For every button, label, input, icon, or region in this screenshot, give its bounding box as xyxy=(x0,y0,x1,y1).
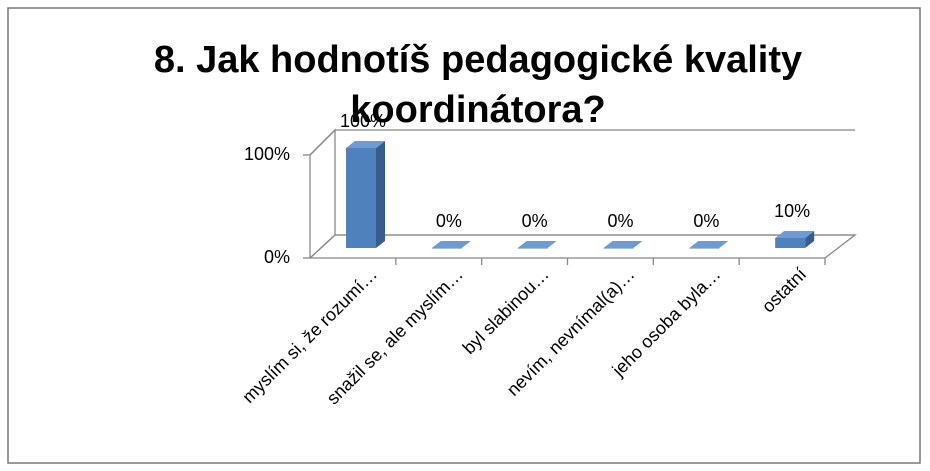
value-label: 0% xyxy=(607,211,633,231)
value-label: 0% xyxy=(693,211,719,231)
value-label: 0% xyxy=(522,211,548,231)
grid-line xyxy=(309,234,855,259)
bar-side xyxy=(805,231,815,248)
bar-top xyxy=(603,241,643,248)
bar-top xyxy=(431,241,471,248)
bar xyxy=(517,248,548,249)
value-label: 0% xyxy=(436,211,462,231)
y-tick-label: 100% xyxy=(244,144,290,164)
y-tick-label: 0% xyxy=(264,247,290,267)
bar-top xyxy=(517,241,557,248)
grid-line xyxy=(309,129,855,156)
bar-top xyxy=(689,241,729,248)
bar xyxy=(775,238,806,248)
bar xyxy=(603,248,634,249)
bar-top xyxy=(346,141,385,148)
value-label: 10% xyxy=(774,201,810,221)
bar xyxy=(431,248,462,249)
bar xyxy=(346,148,376,248)
value-label: 100% xyxy=(340,111,386,131)
chart-title: 8. Jak hodnotíš pedagogické kvality koord… xyxy=(154,39,802,131)
bar xyxy=(689,248,720,249)
bar-side xyxy=(376,141,385,248)
bar-top xyxy=(775,231,815,238)
